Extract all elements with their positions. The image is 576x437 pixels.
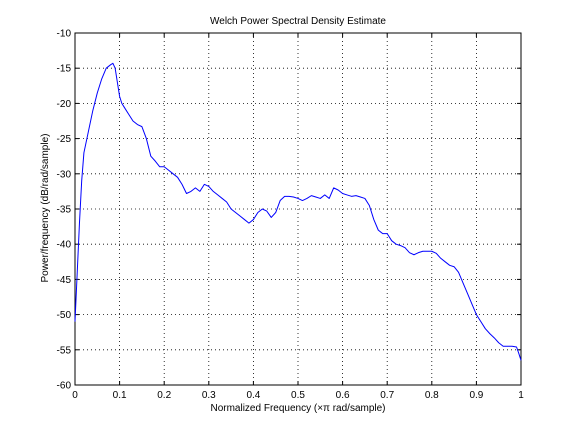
y-tick-label: -25 [57, 134, 72, 145]
x-tick-label: 0.3 [202, 390, 216, 401]
y-tick-label: -55 [57, 345, 72, 356]
x-tick-label: 0.5 [291, 390, 305, 401]
x-tick-label: 0.8 [425, 390, 439, 401]
grid-lines [75, 33, 521, 385]
y-axis-label: Power/frequency (dB/rad/sample) [40, 134, 51, 283]
y-tick-label: -45 [57, 275, 72, 286]
y-tick-label: -30 [57, 169, 72, 180]
x-tick-label: 1 [518, 390, 524, 401]
x-tick-label: 0.2 [157, 390, 171, 401]
x-tick-label: 0.4 [246, 390, 260, 401]
x-tick-label: 0 [72, 390, 78, 401]
y-tick-label: -60 [57, 381, 72, 392]
psd-series-line [74, 62, 522, 361]
x-tick-label: 0.7 [380, 390, 394, 401]
x-tick-label: 0.9 [469, 390, 483, 401]
y-tick-label: -40 [57, 240, 72, 251]
x-axis-label: Normalized Frequency (×π rad/sample) [210, 403, 385, 414]
y-tick-label: -20 [57, 99, 72, 110]
chart-title: Welch Power Spectral Density Estimate [210, 16, 386, 27]
series-lines [74, 62, 522, 361]
y-tick-label: -35 [57, 205, 72, 216]
y-tick-label: -50 [57, 310, 72, 321]
y-tick-label: -10 [57, 29, 72, 40]
x-tick-label: 0.1 [113, 390, 127, 401]
x-tick-label: 0.6 [336, 390, 350, 401]
axis-ticks: 0 0.1 0.2 0.3 0.4 0.5 0.6 0.7 0.8 0.9 1 -10 -15 -20 -2… [57, 29, 525, 402]
y-tick-label: -15 [57, 64, 72, 75]
